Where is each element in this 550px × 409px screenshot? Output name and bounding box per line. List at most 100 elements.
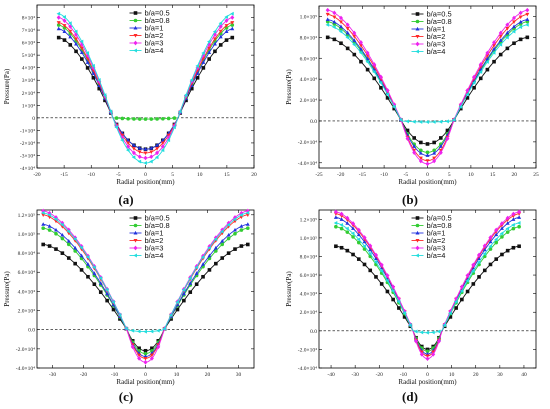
data-point — [74, 32, 79, 38]
x-tick-label: -20 — [337, 172, 345, 178]
data-point — [431, 330, 435, 335]
data-point — [425, 347, 430, 352]
data-point — [245, 210, 250, 215]
x-tick-label: 10 — [449, 372, 455, 378]
legend-marker — [133, 18, 138, 23]
data-point — [156, 328, 160, 333]
data-point — [408, 323, 412, 327]
data-point — [391, 284, 396, 290]
data-point — [352, 42, 356, 47]
legend-marker — [415, 239, 420, 243]
data-point — [54, 247, 58, 251]
data-point — [137, 159, 142, 164]
data-point — [224, 38, 229, 42]
data-point — [511, 245, 516, 250]
data-point — [385, 96, 390, 100]
y-tick-label: 8.0×10⁴ — [18, 251, 35, 257]
x-axis-label: Radial position(mm) — [398, 378, 457, 386]
data-point — [53, 217, 58, 222]
data-point — [512, 24, 516, 29]
data-point — [92, 282, 97, 286]
data-point — [505, 221, 510, 225]
data-point — [362, 247, 367, 251]
legend-label: b/a=4 — [145, 251, 164, 260]
data-point — [137, 117, 142, 121]
data-point — [160, 141, 165, 146]
data-point — [373, 252, 378, 258]
data-point — [124, 326, 128, 331]
data-point — [68, 21, 72, 26]
data-point — [155, 150, 160, 156]
data-point — [201, 274, 205, 279]
data-point — [517, 215, 522, 219]
x-tick-label: 40 — [521, 372, 527, 378]
data-point — [525, 7, 530, 13]
data-point — [175, 300, 179, 305]
data-point — [488, 235, 493, 240]
series-b-a-4 — [41, 210, 250, 334]
series-line — [335, 245, 520, 350]
data-point — [136, 329, 141, 334]
data-point — [68, 34, 73, 39]
x-tick-label: 20 — [205, 372, 211, 378]
data-point — [358, 43, 363, 48]
data-point — [476, 260, 481, 265]
series-b-a-0-5 — [325, 35, 530, 146]
y-axis-label: Pressure(Pa) — [3, 271, 11, 307]
data-point — [472, 74, 477, 80]
data-point — [60, 232, 65, 237]
data-point — [445, 119, 449, 124]
data-point — [512, 41, 516, 46]
data-point — [143, 351, 148, 356]
data-point — [195, 75, 200, 80]
data-point — [356, 257, 361, 261]
data-point — [85, 66, 90, 70]
data-point — [373, 260, 378, 265]
data-point — [345, 215, 350, 221]
x-tick-label: -20 — [80, 372, 88, 378]
legend-marker — [133, 48, 137, 53]
data-point — [230, 11, 234, 16]
x-tick-label: 0 — [426, 372, 429, 378]
data-point — [162, 326, 167, 331]
data-point — [233, 231, 237, 236]
data-point — [178, 109, 182, 114]
data-point — [345, 230, 350, 234]
data-point — [477, 252, 482, 258]
data-point — [149, 353, 154, 358]
data-point — [358, 46, 363, 51]
data-point — [230, 23, 235, 27]
y-tick-label: -4.0×10⁴ — [298, 366, 317, 372]
data-point — [74, 41, 79, 46]
data-point — [412, 119, 416, 124]
data-point — [438, 150, 443, 155]
data-point — [471, 262, 476, 268]
data-point — [438, 144, 443, 148]
data-point — [125, 148, 130, 153]
data-point — [207, 50, 212, 55]
data-point — [492, 59, 496, 64]
data-point — [207, 253, 212, 258]
data-point — [41, 242, 45, 247]
y-tick-label: 6.0×10⁴ — [300, 273, 317, 279]
data-point — [86, 274, 90, 279]
data-point — [161, 116, 165, 121]
data-point — [201, 60, 206, 64]
y-tick-label: -2.0×10⁴ — [298, 347, 317, 353]
legend-marker — [133, 253, 137, 258]
data-point — [220, 242, 225, 247]
data-point — [365, 59, 370, 64]
data-point — [362, 239, 367, 244]
data-point — [98, 290, 103, 294]
data-point — [391, 297, 395, 302]
panel-label: (b) — [402, 192, 418, 207]
data-point — [114, 116, 119, 120]
legend-label: b/a=2 — [145, 31, 164, 40]
data-point — [213, 237, 218, 242]
data-point — [362, 235, 367, 240]
y-tick-label: 7×10⁴ — [22, 28, 35, 34]
data-point — [511, 217, 516, 221]
data-point — [471, 282, 476, 286]
data-point — [74, 37, 79, 42]
data-point — [91, 75, 96, 80]
